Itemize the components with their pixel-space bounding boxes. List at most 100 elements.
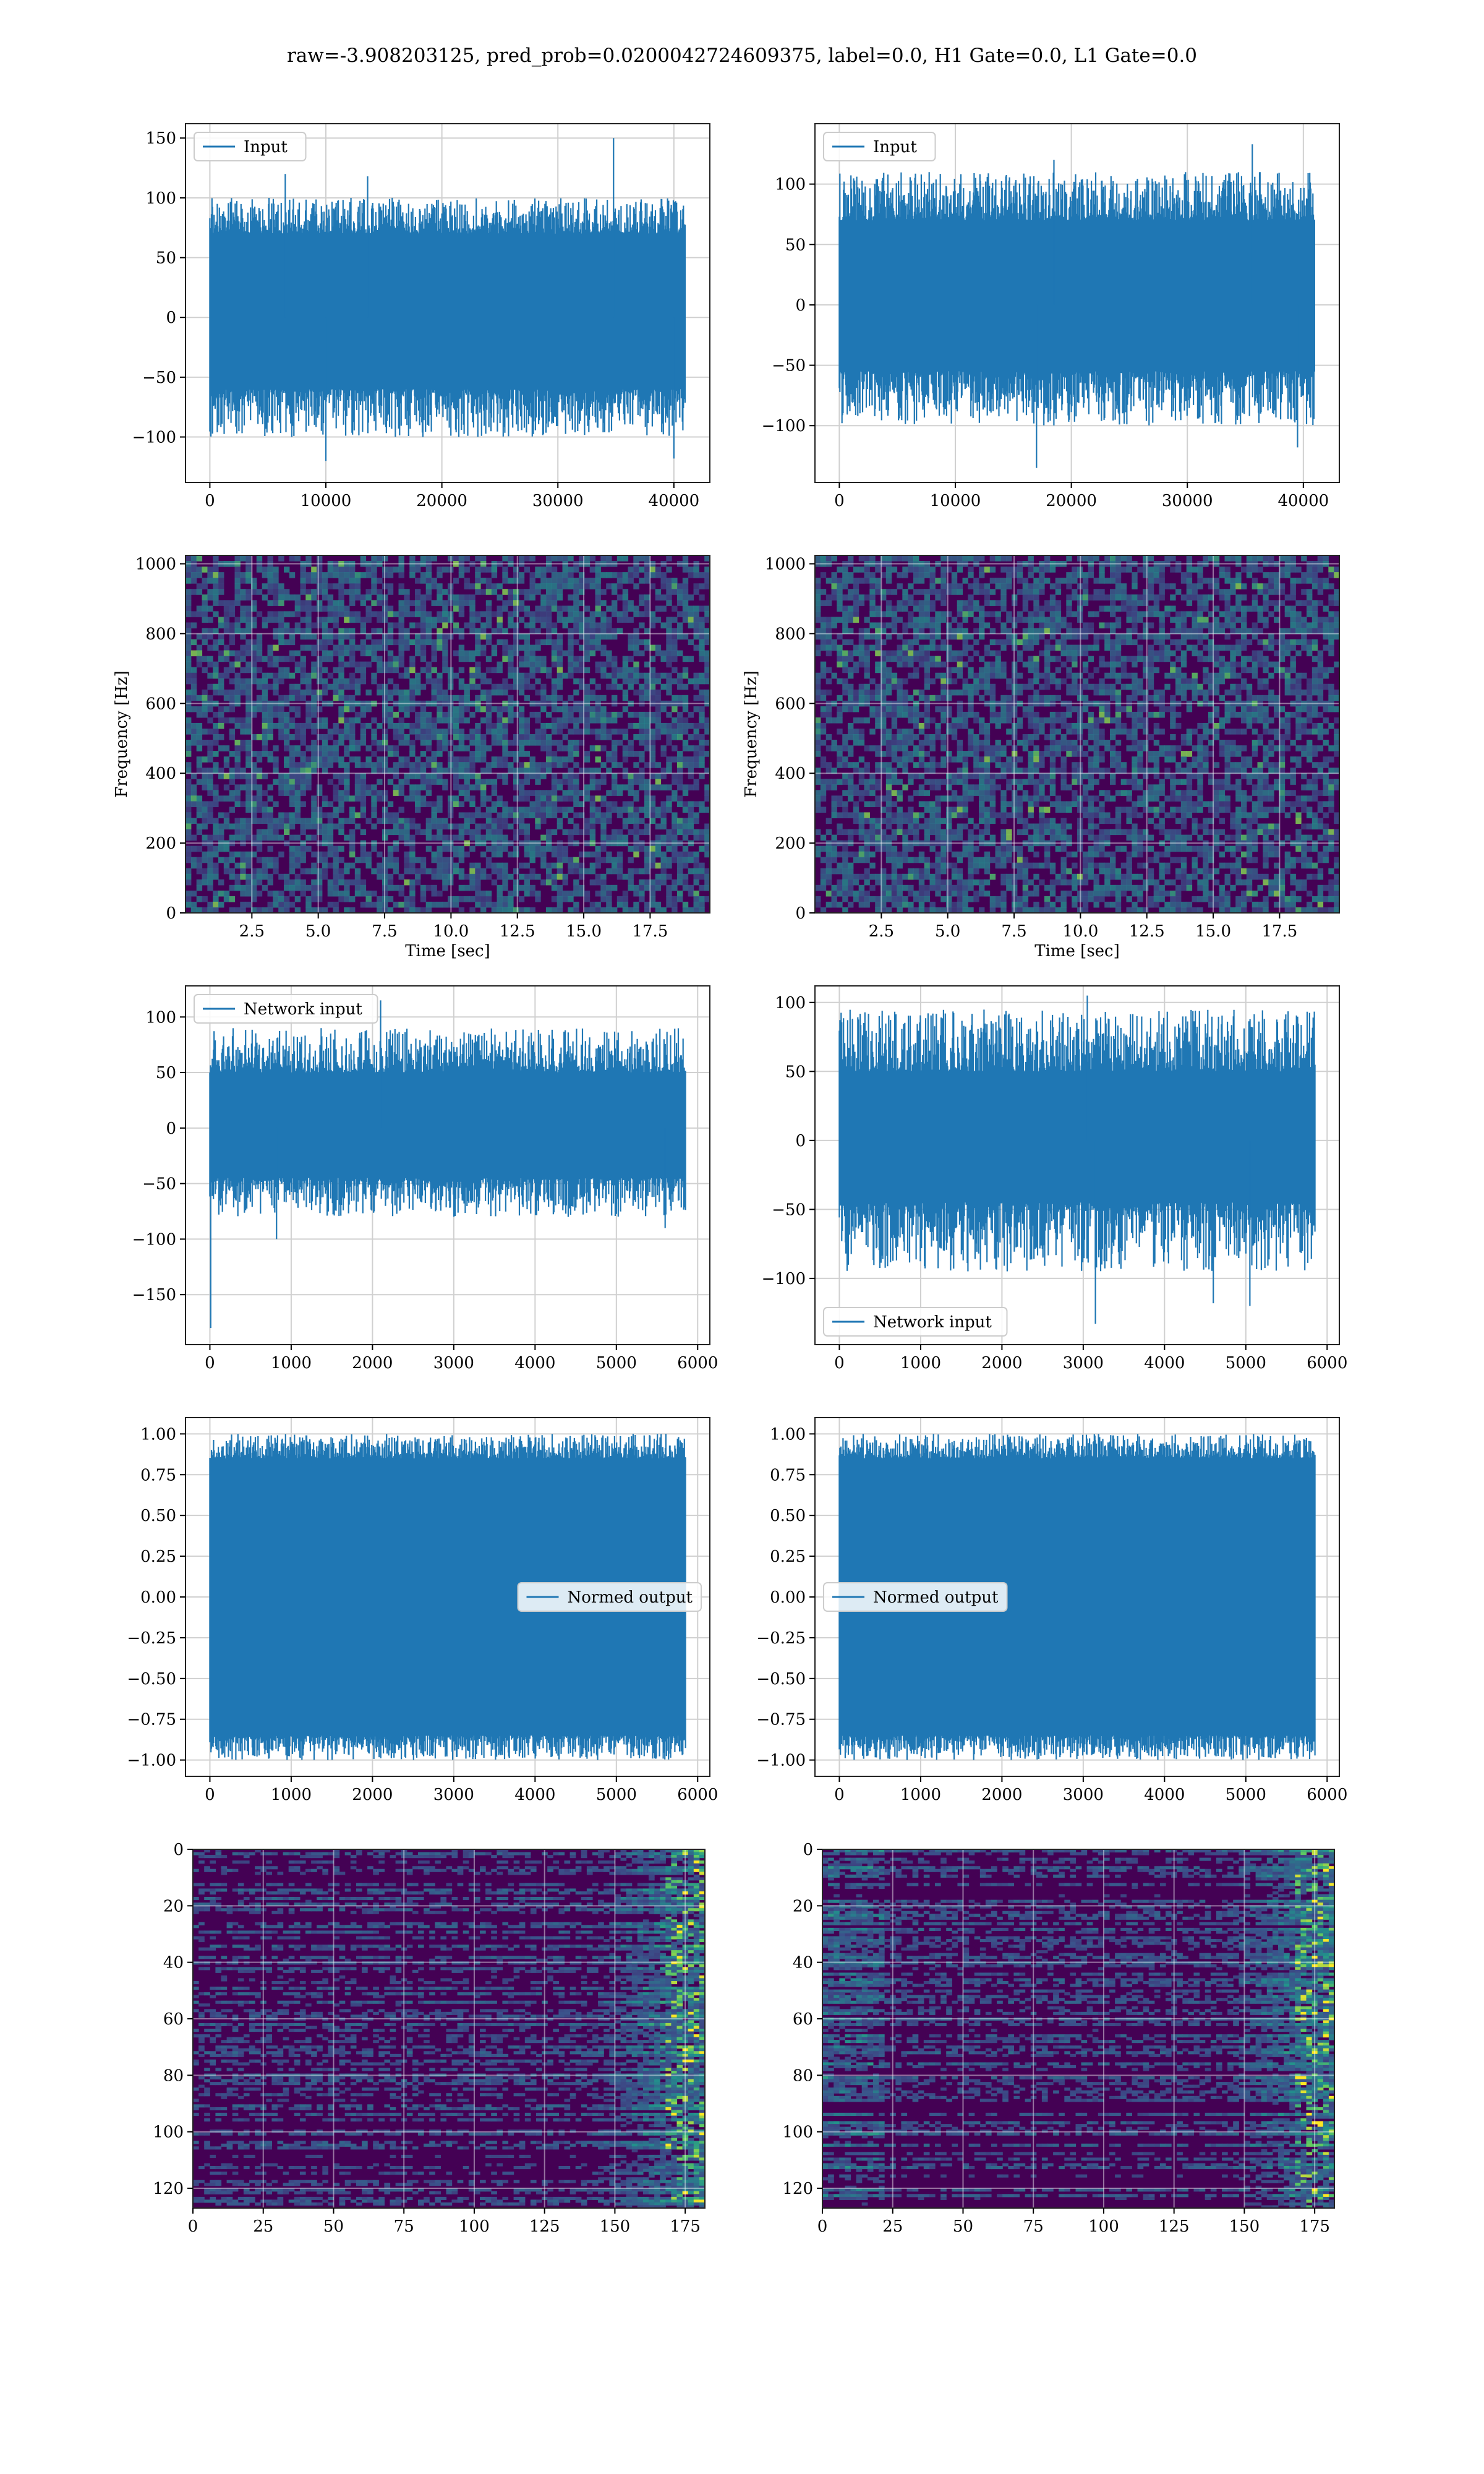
heatmap-cell <box>202 868 208 875</box>
heatmap-cell <box>1088 594 1094 601</box>
heatmap-cell <box>1323 583 1329 589</box>
heatmap-cell <box>649 717 656 724</box>
heatmap-cell <box>229 734 236 740</box>
heatmap-cell <box>229 606 236 612</box>
heatmap-cell <box>1082 628 1089 634</box>
heatmap-cell <box>989 650 996 657</box>
heatmap-cell <box>616 868 623 875</box>
heatmap-cell <box>234 818 241 824</box>
heatmap-cell <box>398 807 404 813</box>
heatmap-cell <box>1307 606 1313 612</box>
heatmap-cell <box>365 567 372 573</box>
heatmap-cell <box>556 583 563 589</box>
heatmap-cell <box>213 555 219 562</box>
heatmap-cell <box>693 890 699 897</box>
heatmap-cell <box>278 695 284 701</box>
heatmap-cell <box>475 879 481 886</box>
heatmap-cell <box>589 823 596 830</box>
heatmap-cell <box>524 851 531 858</box>
heatmap-cell <box>420 644 427 651</box>
heatmap-cell <box>475 868 481 875</box>
heatmap-cell <box>1213 555 1220 562</box>
heatmap-cell <box>546 812 552 818</box>
heatmap-cell <box>535 773 541 779</box>
heatmap-cell <box>1006 555 1012 562</box>
heatmap-cell <box>595 907 601 913</box>
heatmap-cell <box>327 700 334 707</box>
heatmap-cell <box>1049 644 1056 651</box>
heatmap-cell <box>371 901 377 908</box>
heatmap-cell <box>186 784 192 790</box>
heatmap-cell <box>360 628 367 634</box>
heatmap-cell <box>540 594 547 601</box>
heatmap-cell <box>649 884 656 891</box>
heatmap-cell <box>1323 578 1329 584</box>
heatmap-cell <box>448 600 454 606</box>
heatmap-cell <box>425 884 432 891</box>
heatmap-cell <box>902 589 908 595</box>
heatmap-cell <box>573 589 579 595</box>
heatmap-cell <box>344 879 350 886</box>
heatmap-cell <box>273 862 279 869</box>
heatmap-cell <box>677 583 683 589</box>
heatmap-cell <box>218 672 224 679</box>
heatmap-cell <box>273 683 279 690</box>
heatmap-cell <box>409 555 416 562</box>
heatmap-cell <box>540 857 547 863</box>
heatmap-cell <box>1323 628 1329 634</box>
heatmap-cell <box>240 884 246 891</box>
heatmap-cell <box>327 823 334 830</box>
heatmap-cell <box>1039 606 1045 612</box>
heatmap-cell <box>984 622 991 628</box>
heatmap-cell <box>458 594 465 601</box>
heatmap-cell <box>207 879 213 886</box>
heatmap-cell <box>1093 589 1099 595</box>
heatmap-cell <box>535 795 541 802</box>
heatmap-cell <box>458 600 465 606</box>
heatmap-cell <box>431 656 437 662</box>
heatmap-cell <box>497 840 503 847</box>
heatmap-cell <box>404 628 410 634</box>
heatmap-cell <box>1060 622 1067 628</box>
heatmap-cell <box>404 667 410 674</box>
heatmap-cell <box>677 751 683 757</box>
heatmap-cell <box>207 868 213 875</box>
heatmap-cell <box>699 689 705 696</box>
heatmap-cell <box>273 656 279 662</box>
heatmap-cell <box>1017 567 1023 573</box>
heatmap-cell <box>633 734 639 740</box>
heatmap-cell <box>1093 611 1099 617</box>
heatmap-cell <box>480 823 487 830</box>
heatmap-cell <box>300 617 306 623</box>
heatmap-cell <box>1028 555 1034 562</box>
heatmap-cell <box>207 801 213 807</box>
heatmap-cell <box>475 555 481 562</box>
heatmap-cell <box>485 606 492 612</box>
heatmap-cell <box>546 611 552 617</box>
heatmap-cell <box>251 779 257 785</box>
heatmap-cell <box>1006 572 1012 578</box>
heatmap-cell <box>699 617 705 623</box>
heatmap-cell <box>186 751 192 757</box>
heatmap-cell <box>622 706 629 713</box>
heatmap-cell <box>409 901 416 908</box>
heatmap-cell <box>875 644 881 651</box>
heatmap-cell <box>256 768 263 774</box>
heatmap-cell <box>573 773 579 779</box>
heatmap-cell <box>881 572 887 578</box>
heatmap-cell <box>677 868 683 875</box>
heatmap-cell <box>837 600 843 606</box>
heatmap-cell <box>546 845 552 852</box>
heatmap-cell <box>612 907 618 913</box>
heatmap-cell <box>251 801 257 807</box>
heatmap-cell <box>562 567 568 573</box>
heatmap-cell <box>480 896 487 902</box>
heatmap-cell <box>398 555 404 562</box>
heatmap-cell <box>1066 583 1072 589</box>
heatmap-cell <box>677 756 683 763</box>
heatmap-cell <box>688 857 694 863</box>
heatmap-cell <box>1175 561 1182 567</box>
heatmap-cell <box>1284 611 1291 617</box>
heatmap-cell <box>1033 639 1039 646</box>
heatmap-cell <box>338 829 344 836</box>
